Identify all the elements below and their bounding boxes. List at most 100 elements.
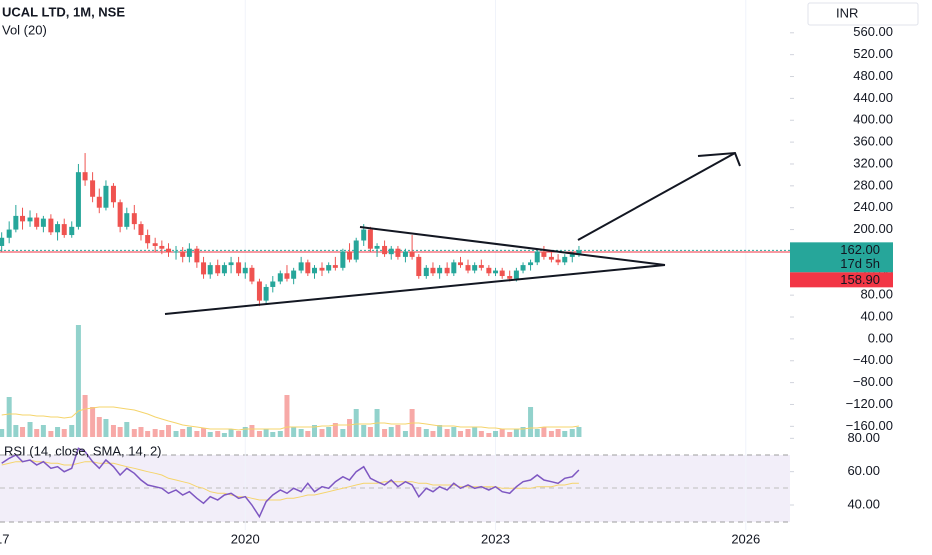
candle-body [465,265,471,271]
volume-bar [305,431,311,437]
candle-body [138,224,144,236]
volume-bar [75,325,81,437]
last-price-label: 162.00 [840,242,880,257]
volume-bar [340,429,346,437]
candle-body [55,224,61,233]
y-tick-label: −40.00 [853,352,893,367]
candle-body [180,251,186,257]
volume-bar [347,419,353,437]
candle-body [493,270,499,274]
y-tick-label: 520.00 [853,46,893,61]
candle-body [69,226,75,236]
volume-bar [499,429,505,437]
candle-body [228,262,234,266]
volume-bar [528,407,534,437]
candle-body [145,235,151,244]
candle-body [534,251,540,263]
volume-bar [291,427,297,437]
volume-bar [507,432,513,437]
candle-body [319,267,325,271]
candle-body [40,218,46,227]
y-tick-label: −80.00 [853,374,893,389]
volume-bar [416,427,422,437]
volume-bar [353,409,359,437]
volume-bar [159,430,165,437]
volume-bar [145,431,151,437]
y-tick-label: 0.00 [868,330,893,345]
candle-body [311,267,317,274]
y-tick-label: 480.00 [853,68,893,83]
candle-body [548,256,554,260]
y-tick-label: 80.00 [860,287,893,302]
volume-bar [61,429,67,437]
candle-body [90,180,96,197]
symbol-title: UCAL LTD, 1M, NSE [2,4,125,19]
volume-bar [82,395,88,437]
volume-bar [548,431,554,437]
volume-bar [90,407,96,437]
candle-body [367,229,373,249]
candle-body [541,251,547,257]
candle-body [13,215,19,230]
volume-bar [55,427,61,437]
candle-body [423,267,429,277]
volume-bar [534,429,540,437]
candle-body [430,267,436,274]
volume-bar [513,429,519,437]
volume-bar [520,427,526,437]
candle-body [499,270,505,277]
rsi-title: RSI (14, close, SMA, 14, 2) [4,443,162,458]
volume-bar [555,429,561,437]
y-tick-label: 200.00 [853,221,893,236]
candle-body [48,218,54,233]
y-tick-label: −160.00 [846,418,893,433]
volume-bar [430,431,436,437]
currency-box [807,2,919,26]
rsi-y-tick-label: 60.00 [847,463,880,478]
volume-bar [152,429,158,437]
candle-body [159,245,165,249]
volume-bar [249,425,255,437]
volume-bar [48,431,54,437]
volume-bar [423,429,429,437]
y-tick-label: 280.00 [853,177,893,192]
volume-bar [138,427,144,437]
volume-bar [69,425,75,437]
candle-body [416,256,422,277]
volume-bar [186,427,192,437]
candle-body [61,224,67,236]
volume-bar [6,397,12,437]
volume-bar [562,431,568,437]
volume-bar [402,431,408,437]
volume-bar [131,429,137,437]
candle-body [186,248,192,257]
volume-bar [166,425,172,437]
candle-body [291,270,297,279]
volume-bar [228,429,234,437]
volume-bar [201,428,207,437]
volume-bar [457,431,463,437]
candle-body [236,262,242,274]
candle-body [382,245,388,255]
candle-body [298,262,304,271]
candle-body [395,248,401,257]
candle-body [388,248,394,255]
candle-body [110,185,116,203]
volume-bar [277,431,283,437]
candle-body [361,229,367,241]
y-tick-label: 440.00 [853,90,893,105]
x-tick-label: 2026 [731,531,760,546]
volume-bar [40,425,46,437]
prev-price-box [790,272,893,288]
candle-body [103,185,109,208]
volume-bar [361,425,367,437]
candle-body [562,256,568,263]
rsi-line [1,447,580,519]
volume-bar [284,395,290,437]
volume-bar [124,422,130,437]
trendline-lower [164,264,666,315]
candle-body [374,245,380,249]
volume-bar [298,429,304,437]
volume-bar [326,427,332,437]
candle-body [221,265,227,274]
